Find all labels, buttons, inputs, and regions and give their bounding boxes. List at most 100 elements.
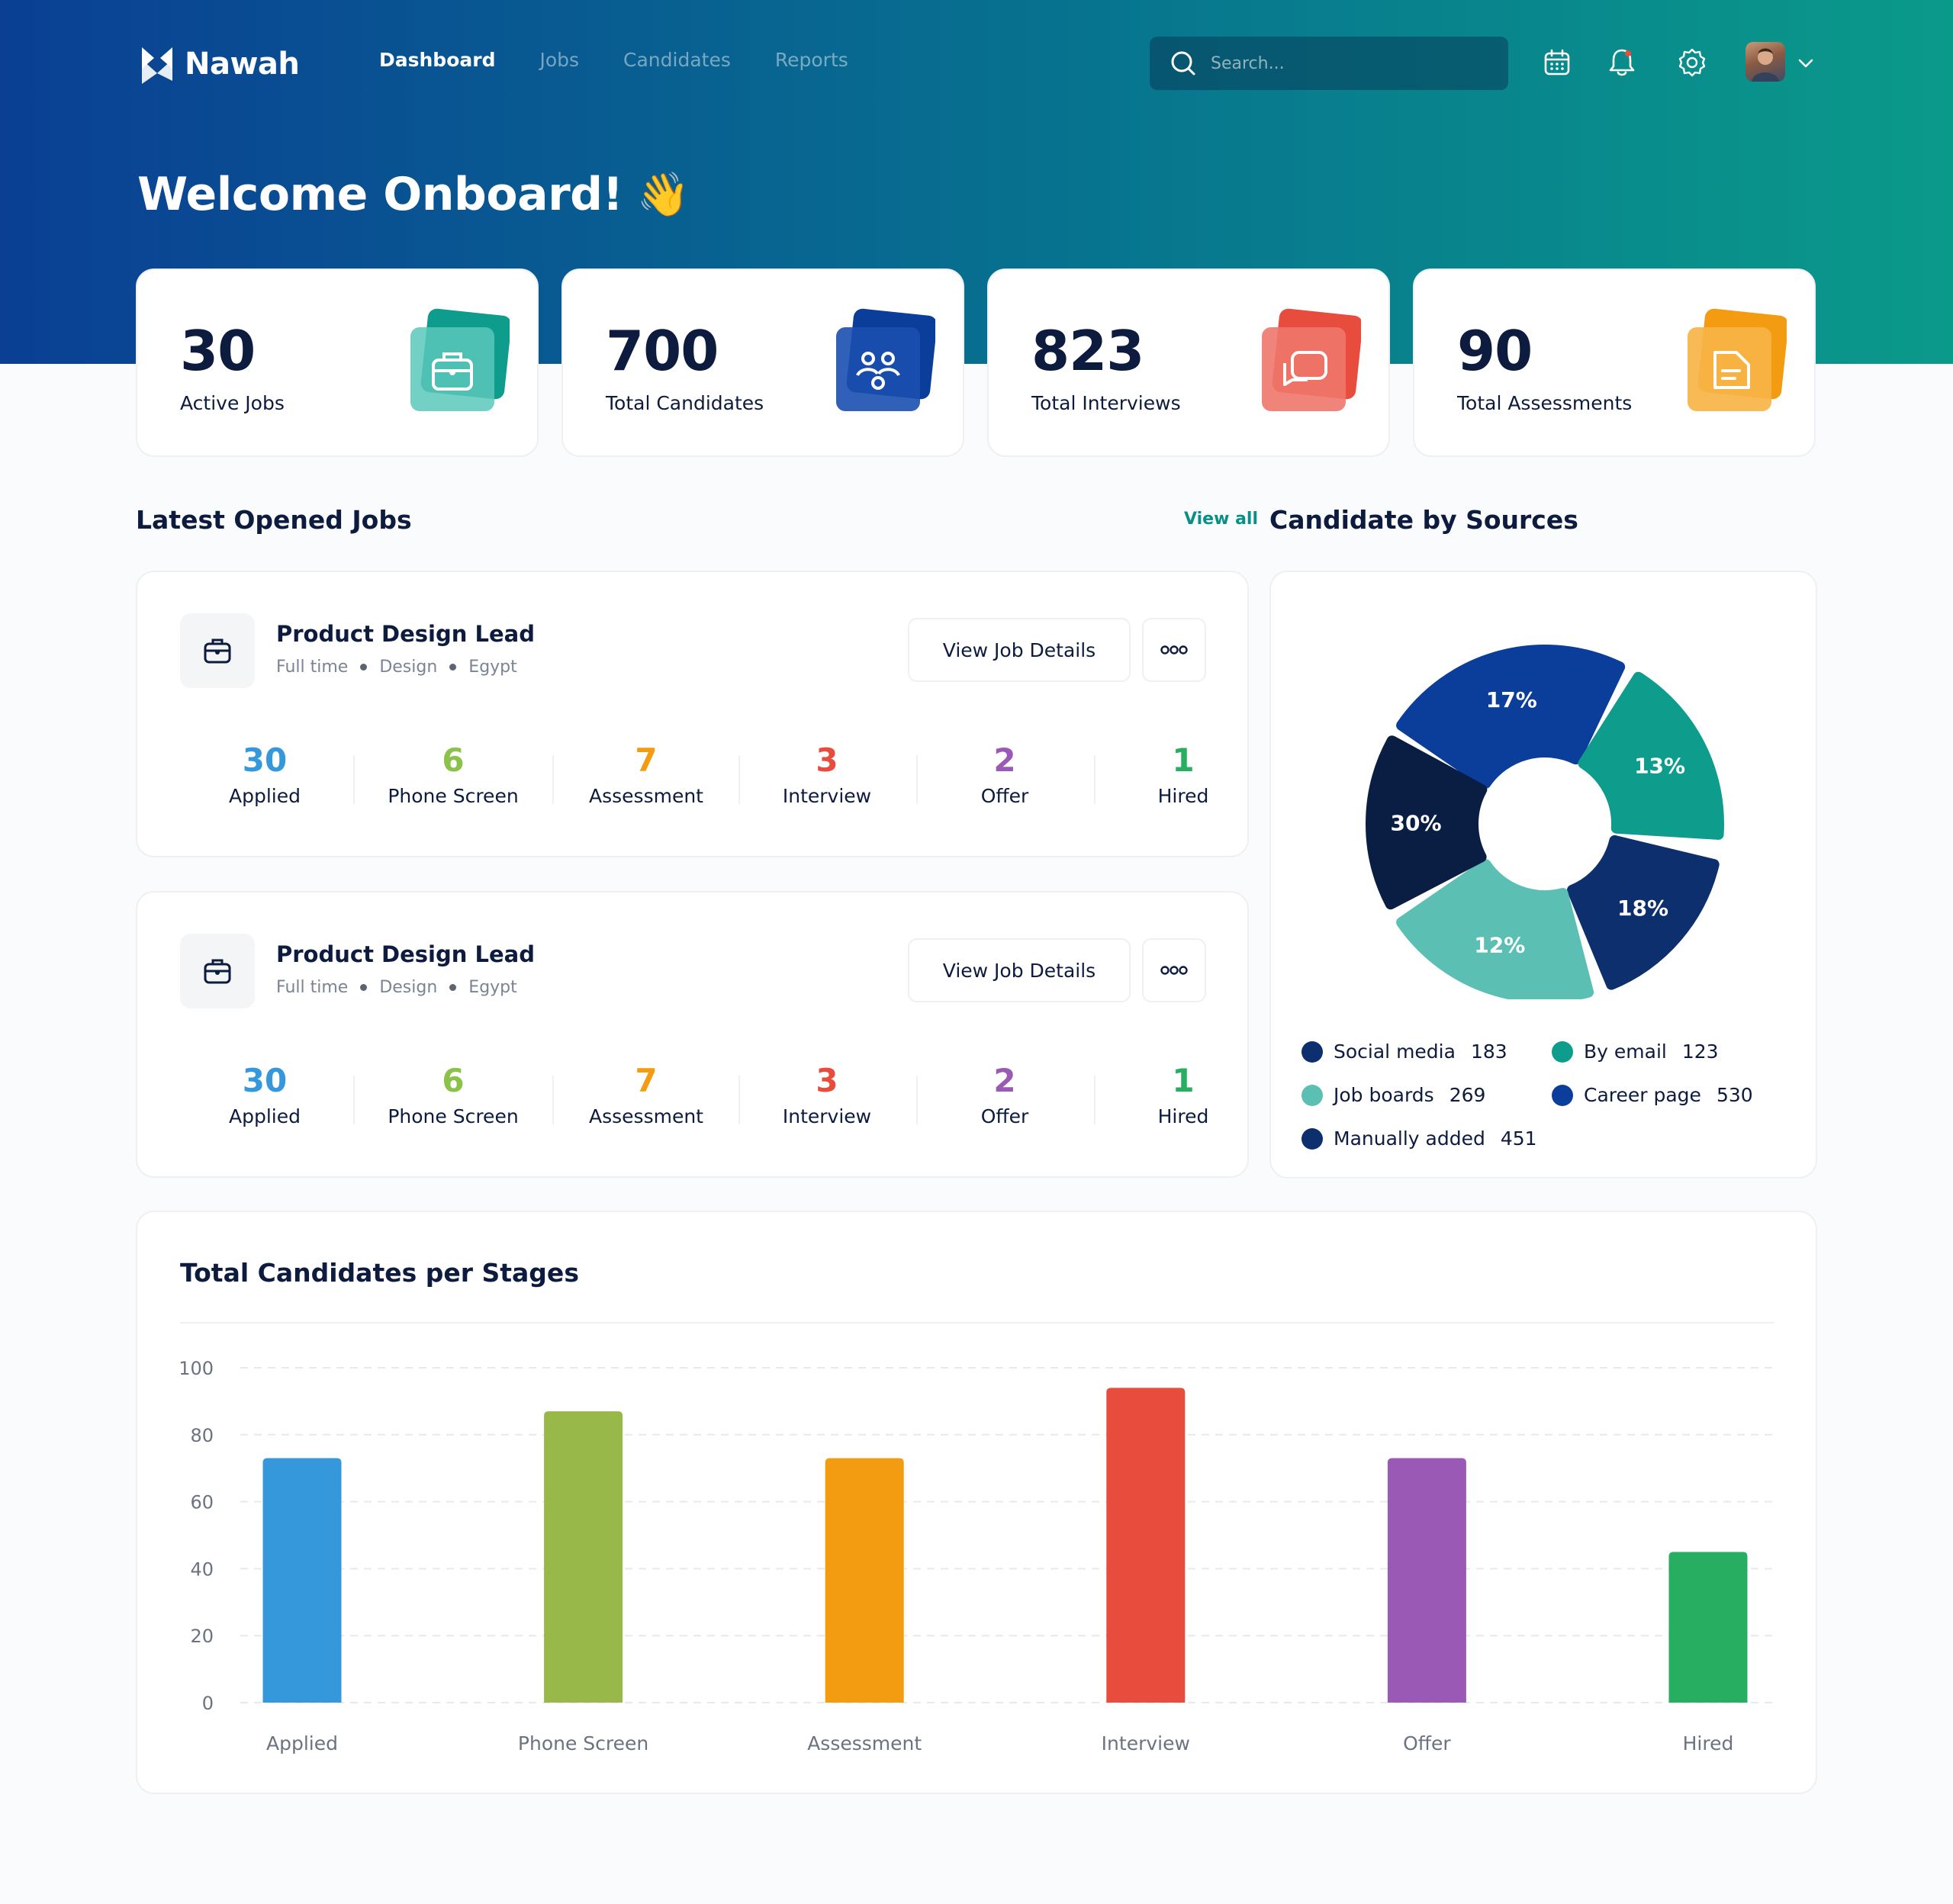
donut-slice[interactable] (1396, 645, 1626, 789)
avatar[interactable] (1745, 42, 1785, 82)
stage-count: 3 (816, 741, 838, 779)
divider (738, 755, 740, 804)
stat-label: Total Interviews (1031, 392, 1181, 414)
x-tick-label: Hired (1683, 1732, 1734, 1754)
view-all-link[interactable]: View all (1184, 510, 1259, 529)
job-type: Full time (276, 978, 349, 997)
job-title[interactable]: Product Design Lead (276, 621, 535, 647)
y-tick-label: 80 (190, 1425, 214, 1446)
briefcase-icon (180, 934, 255, 1008)
brand-name: Nawah (185, 47, 300, 82)
y-tick-label: 0 (202, 1693, 214, 1714)
divider (180, 1322, 1774, 1323)
stage-label: Offer (980, 785, 1029, 807)
stat-label: Total Candidates (606, 392, 764, 414)
nav-jobs[interactable]: Jobs (539, 49, 580, 71)
more-options-button[interactable] (1142, 938, 1206, 1002)
donut-slice[interactable] (1396, 859, 1594, 999)
y-tick-label: 60 (190, 1492, 214, 1513)
stage-phone-screen: 6 Phone Screen (377, 1062, 529, 1127)
view-job-details-button[interactable]: View Job Details (908, 938, 1131, 1002)
job-stages: 30 Applied 6 Phone Screen 7 Assessment 3 Int… (168, 1062, 1208, 1146)
sources-card: 17% 13% 18% 12% 30% Social media 183 By emai… (1269, 571, 1817, 1179)
legend-count: 530 (1716, 1084, 1753, 1106)
stage-offer: 2 Offer (928, 1062, 1081, 1127)
stage-count: 6 (442, 1062, 465, 1099)
bar[interactable] (1106, 1388, 1186, 1703)
calendar-icon[interactable] (1540, 46, 1574, 79)
stage-offer: 2 Offer (928, 741, 1081, 807)
legend-name: By email (1584, 1040, 1667, 1063)
stage-assessment: 7 Assessment (570, 741, 722, 807)
chat-icon (1262, 308, 1361, 411)
stage-assessment: 7 Assessment (570, 1062, 722, 1127)
divider (916, 755, 918, 804)
logo-mark-icon (142, 47, 172, 84)
more-options-button[interactable] (1142, 618, 1206, 682)
donut-slice[interactable] (1578, 671, 1724, 840)
stat-card-total-candidates[interactable]: 700 Total Candidates (561, 269, 964, 457)
bar[interactable] (1387, 1458, 1466, 1703)
bar[interactable] (544, 1411, 623, 1703)
job-meta: Full time Design Egypt (276, 978, 517, 997)
nav-dashboard[interactable]: Dashboard (379, 49, 496, 71)
view-job-details-button[interactable]: View Job Details (908, 618, 1131, 682)
stage-hired: 1 Hired (1107, 741, 1260, 807)
stage-label: Assessment (589, 1105, 703, 1127)
stage-label: Hired (1157, 785, 1209, 807)
document-icon (1688, 308, 1787, 411)
stat-card-active-jobs[interactable]: 30 Active Jobs (136, 269, 539, 457)
stat-label: Total Assessments (1457, 392, 1633, 414)
divider (1094, 1076, 1096, 1124)
legend-count: 123 (1681, 1040, 1719, 1063)
legend-swatch (1301, 1127, 1323, 1150)
stage-count: 1 (1172, 741, 1195, 779)
stat-card-total-interviews[interactable]: 823 Total Interviews (987, 269, 1390, 457)
brand-logo[interactable]: Nawah (137, 43, 300, 85)
briefcase-icon (180, 613, 255, 688)
stage-label: Hired (1157, 1105, 1209, 1127)
job-type: Full time (276, 658, 349, 677)
stat-card-total-assessments[interactable]: 90 Total Assessments (1413, 269, 1816, 457)
stages-bar-chart: 100 80 60 40 20 0 Applied Phone Screen Assessmen… (179, 1358, 1775, 1754)
divider (1094, 755, 1096, 804)
separator-dot (449, 664, 457, 671)
donut-slice-label: 18% (1617, 896, 1668, 921)
stage-count: 7 (635, 1062, 658, 1099)
stage-count: 7 (635, 741, 658, 779)
donut-slice[interactable] (1366, 735, 1488, 910)
gear-icon[interactable] (1675, 46, 1709, 79)
stage-count: 1 (1172, 1062, 1195, 1099)
nav-reports[interactable]: Reports (774, 49, 848, 71)
stat-value: 90 (1457, 319, 1533, 383)
chevron-down-icon[interactable] (1794, 52, 1817, 75)
bell-icon[interactable] (1605, 46, 1639, 79)
stage-label: Applied (229, 1105, 301, 1127)
x-tick-label: Offer (1403, 1732, 1451, 1754)
latest-jobs-heading: Latest Opened Jobs (136, 505, 412, 535)
donut-slice[interactable] (1566, 835, 1720, 990)
stage-count: 30 (242, 741, 288, 779)
stage-label: Phone Screen (388, 785, 519, 807)
stat-value: 700 (606, 319, 719, 383)
search-input[interactable] (1211, 53, 1485, 73)
nav-candidates[interactable]: Candidates (623, 49, 731, 71)
legend-swatch (1301, 1084, 1323, 1106)
separator-dot (360, 664, 368, 671)
job-title[interactable]: Product Design Lead (276, 941, 535, 967)
stages-chart-card: Total Candidates per Stages 100 80 60 40 20 0… (136, 1211, 1817, 1794)
stage-count: 30 (242, 1062, 288, 1099)
bar[interactable] (825, 1458, 904, 1703)
x-tick-label: Interview (1102, 1732, 1190, 1754)
job-location: Egypt (468, 658, 517, 677)
donut-slice-label: 12% (1474, 932, 1525, 957)
x-tick-label: Applied (266, 1732, 338, 1754)
top-nav: Nawah Dashboard Jobs Candidates Reports (0, 0, 1953, 126)
bar[interactable] (262, 1458, 342, 1703)
donut-slice-label: 30% (1390, 811, 1441, 836)
legend-name: Career page (1584, 1084, 1701, 1106)
bar[interactable] (1668, 1552, 1748, 1703)
divider (353, 1076, 355, 1124)
donut-slice-label: 13% (1634, 753, 1685, 778)
stage-count: 2 (993, 741, 1016, 779)
